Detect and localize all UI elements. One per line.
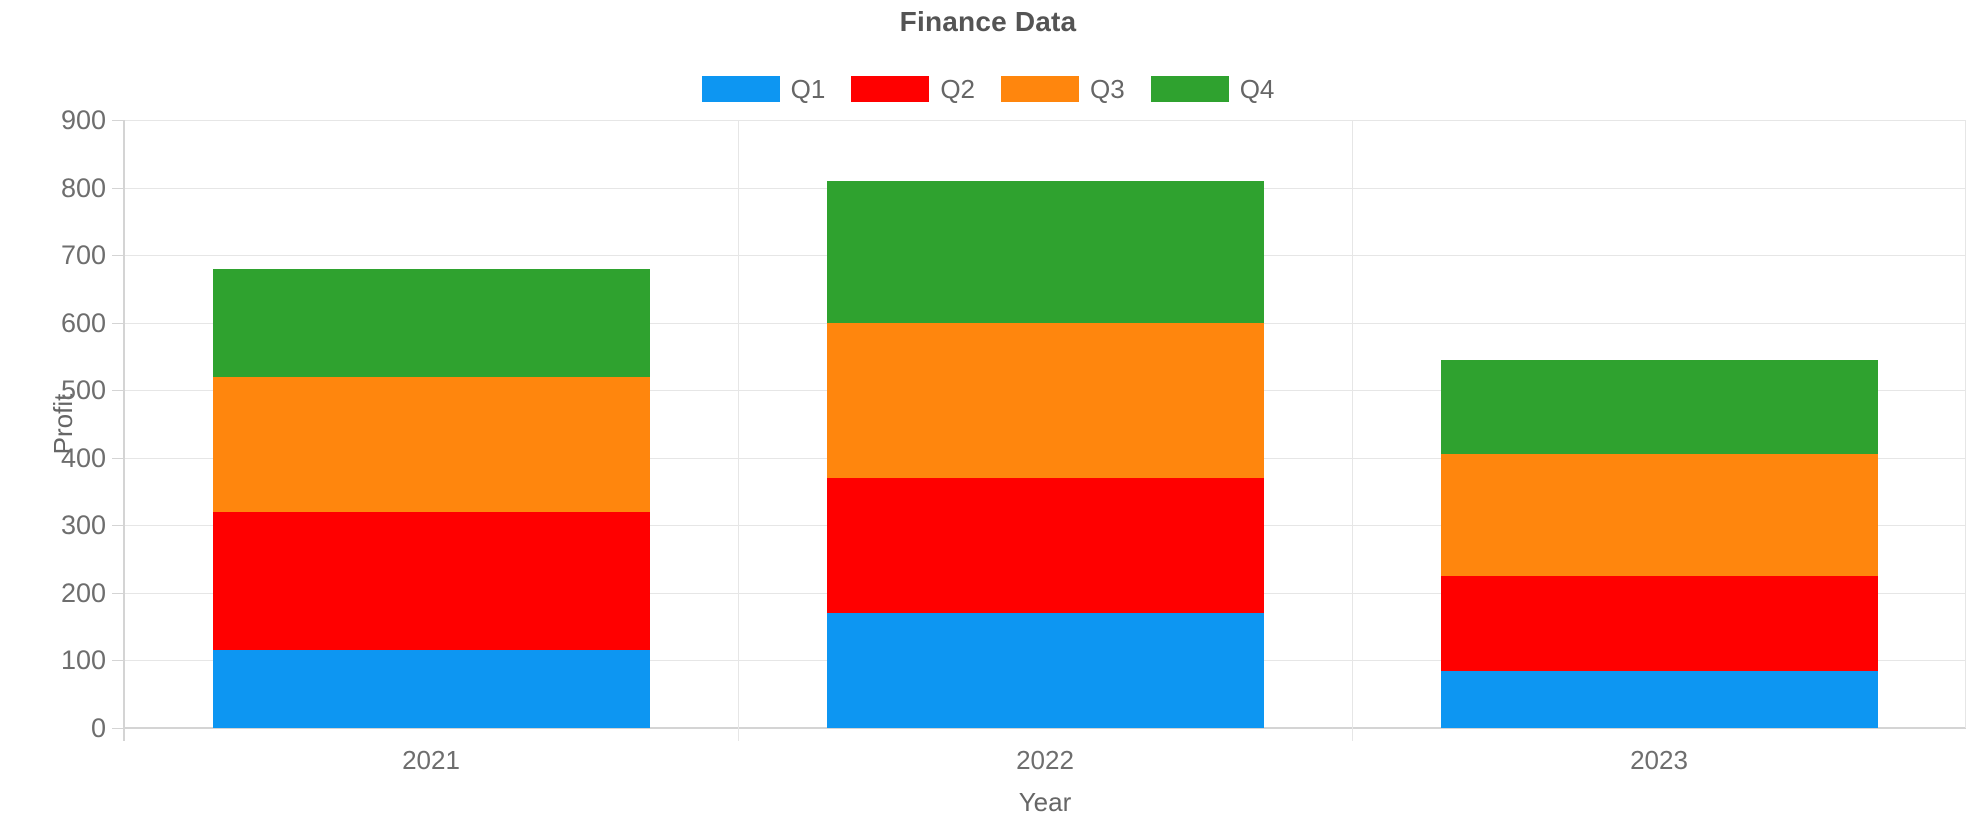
y-tick-mark xyxy=(112,390,124,391)
x-band-separator xyxy=(1352,120,1353,741)
bar-segment-2023-q1[interactable] xyxy=(1441,670,1878,728)
x-band-separator xyxy=(738,120,739,741)
y-tick-mark xyxy=(112,255,124,256)
y-axis-line xyxy=(123,120,125,741)
y-tick-label-800: 800 xyxy=(60,173,106,203)
y-gridline-0 xyxy=(124,727,1966,729)
y-tick-mark xyxy=(112,120,124,121)
legend-item-q2[interactable]: Q2 xyxy=(851,74,975,105)
y-tick-label-200: 200 xyxy=(60,578,106,608)
legend-item-q1[interactable]: Q1 xyxy=(701,73,826,105)
x-tick-label-2022: 2022 xyxy=(1016,745,1074,775)
legend-swatch-q2 xyxy=(851,76,930,102)
y-tick-mark xyxy=(112,323,124,324)
legend-label: Q2 xyxy=(940,73,975,104)
y-tick-label-400: 400 xyxy=(60,443,106,473)
x-tick-label-2023: 2023 xyxy=(1630,745,1688,775)
legend-label: Q3 xyxy=(1090,73,1125,104)
bar-segment-2023-q2[interactable] xyxy=(1441,576,1878,671)
y-tick-label-600: 600 xyxy=(60,308,106,338)
bar-segment-2021-q3[interactable] xyxy=(213,376,650,512)
legend-swatch-q4 xyxy=(1150,76,1229,102)
y-tick-label-300: 300 xyxy=(60,510,106,540)
bar-segment-2021-q4[interactable] xyxy=(213,268,650,377)
bar-segment-2022-q1[interactable] xyxy=(827,613,1264,728)
y-tick-mark xyxy=(112,188,124,189)
legend-label: Q1 xyxy=(790,73,826,104)
bar-segment-2022-q3[interactable] xyxy=(827,322,1264,479)
y-tick-mark xyxy=(112,525,124,526)
bar-segment-2023-q4[interactable] xyxy=(1441,359,1878,455)
y-gridline-900 xyxy=(124,120,1966,121)
y-tick-label-500: 500 xyxy=(60,375,106,405)
legend: Q1 Q2 Q3 Q4 xyxy=(0,74,1976,104)
stacked-bar-2022[interactable] xyxy=(827,180,1264,728)
legend-swatch-q1 xyxy=(701,76,780,102)
y-tick-mark xyxy=(112,458,124,459)
bar-segment-2022-q4[interactable] xyxy=(827,180,1264,323)
bar-segment-2022-q2[interactable] xyxy=(827,478,1264,614)
y-tick-mark xyxy=(112,593,124,594)
y-tick-label-100: 100 xyxy=(60,645,106,675)
chart-title: Finance Data xyxy=(899,6,1077,37)
stacked-bar-2023[interactable] xyxy=(1441,359,1878,728)
legend-label: Q4 xyxy=(1239,73,1275,104)
x-tick-label-2021: 2021 xyxy=(402,745,460,775)
bar-segment-2021-q1[interactable] xyxy=(213,650,650,728)
plot-area: Profit Year 0 100 200 300 400 500 600 700 800 900… xyxy=(48,107,1966,817)
y-tick-label-900: 900 xyxy=(60,105,106,135)
legend-item-q4[interactable]: Q4 xyxy=(1150,73,1275,105)
legend-item-q3[interactable]: Q3 xyxy=(1001,74,1125,105)
y-tick-mark xyxy=(112,660,124,661)
y-tick-label-0: 0 xyxy=(90,713,106,743)
plot-right-border xyxy=(1965,120,1966,728)
x-axis-title: Year xyxy=(1018,787,1072,817)
y-tick-mark xyxy=(112,728,124,729)
stacked-bar-2021[interactable] xyxy=(213,268,650,728)
y-tick-label-700: 700 xyxy=(60,240,106,270)
bar-segment-2023-q3[interactable] xyxy=(1441,454,1878,577)
bar-segment-2021-q2[interactable] xyxy=(213,511,650,651)
legend-swatch-q3 xyxy=(1001,76,1079,102)
